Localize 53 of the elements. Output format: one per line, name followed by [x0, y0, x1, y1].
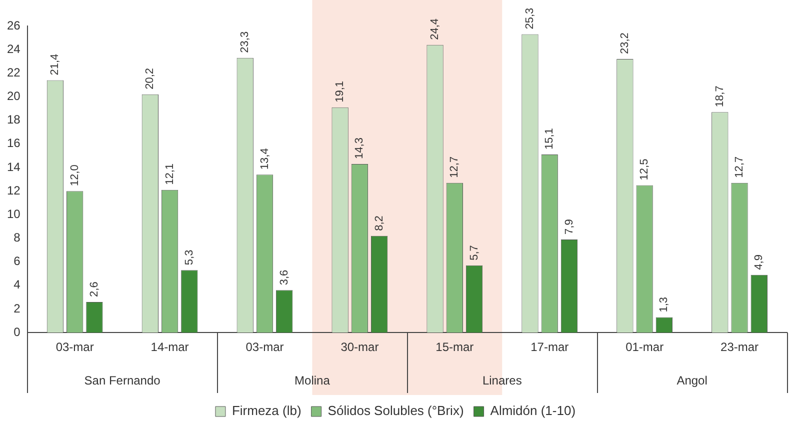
x-tick-label: 23-mar: [720, 340, 759, 354]
y-tick-label: 18: [6, 112, 21, 127]
data-label: 18,7: [714, 86, 726, 108]
y-tick-label: 22: [6, 65, 21, 80]
data-label: 21,4: [49, 54, 62, 76]
y-tick-label: 26: [6, 18, 21, 32]
y-tick-label: 16: [6, 136, 21, 150]
text: Angol: [676, 373, 708, 388]
y-tick-label: 4: [14, 278, 21, 292]
data-label: 4,9: [753, 254, 766, 270]
legend-label: Firmeza (lb): [232, 403, 302, 418]
data-label: 25,3: [524, 8, 536, 30]
data-label: 20,2: [144, 68, 156, 90]
data-label: 7,9: [563, 219, 576, 234]
data-label: 2,6: [88, 282, 100, 297]
legend-label: Sólidos Solubles (°Brix): [328, 403, 464, 418]
x-tick-label: 03-mar: [246, 340, 284, 354]
y-tick-label: 24: [6, 42, 21, 56]
data-label: 5,3: [183, 250, 196, 266]
x-tick-label: 15-mar: [436, 340, 474, 354]
data-label: 23,2: [618, 32, 631, 54]
data-label: 13,4: [258, 148, 271, 170]
x-tick-label: 03-mar: [56, 340, 94, 354]
y-tick-label: 12: [6, 183, 21, 198]
legend-label: Almidón (1-10): [490, 403, 576, 418]
data-label: 12,7: [448, 156, 461, 178]
data-label: 12,1: [164, 163, 176, 185]
data-label: 24,4: [429, 18, 442, 40]
text: Molina: [294, 373, 330, 388]
x-tick-label: 30-mar: [340, 340, 379, 354]
x-tick-label: 01-mar: [626, 340, 664, 354]
y-tick-label: 2: [14, 301, 21, 316]
data-label: 23,3: [239, 31, 252, 53]
data-label: 8,2: [373, 216, 386, 231]
y-tick-label: 20: [6, 89, 21, 104]
y-tick-label: 14: [6, 160, 21, 174]
data-label: 12,5: [638, 158, 651, 180]
y-tick-label: 0: [14, 324, 21, 339]
data-label: 15,1: [544, 128, 556, 150]
x-tick-label: 14-mar: [150, 340, 189, 354]
data-label: 3,6: [278, 270, 290, 286]
y-tick-label: 10: [6, 206, 21, 221]
data-label: 12,0: [68, 164, 81, 186]
x-tick-label: 17-mar: [530, 340, 569, 354]
data-label: 14,3: [354, 138, 366, 159]
data-label: 5,7: [468, 245, 480, 260]
y-tick-label: 6: [14, 254, 21, 268]
text: San Fernando: [84, 373, 161, 388]
text: Linares: [482, 373, 522, 388]
data-label: 19,1: [334, 80, 346, 102]
data-label: 1,3: [658, 296, 670, 312]
y-tick-label: 8: [14, 230, 21, 245]
data-label: 12,7: [734, 156, 746, 178]
